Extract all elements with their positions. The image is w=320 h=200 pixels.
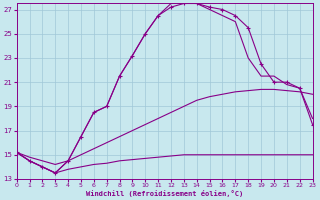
X-axis label: Windchill (Refroidissement éolien,°C): Windchill (Refroidissement éolien,°C)	[86, 190, 243, 197]
